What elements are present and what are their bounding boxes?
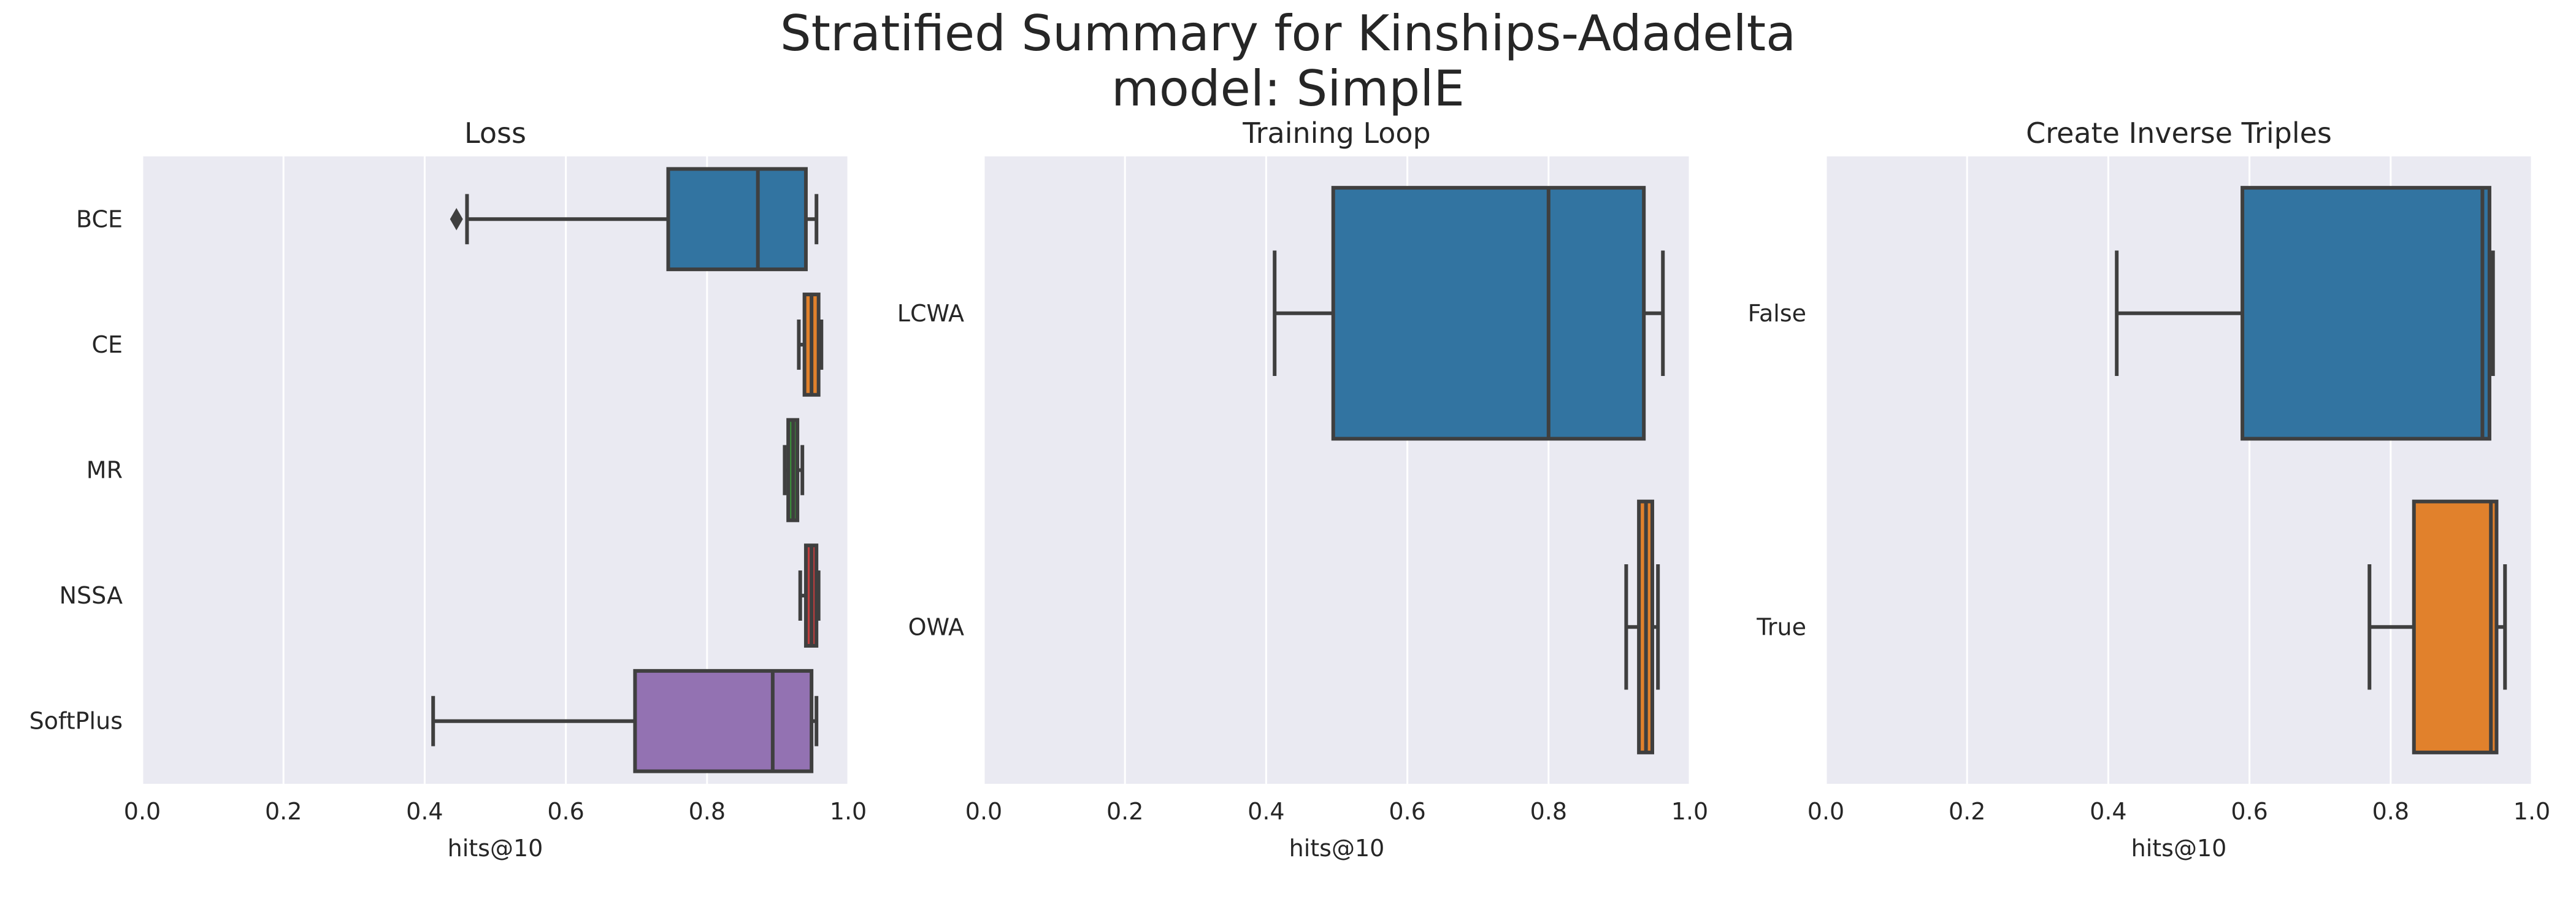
figure-title-line-1: Stratified Summary for Kinships-Adadelta [780,5,1796,62]
box-nssa: NSSA [59,543,821,648]
x-tick-label: 0.0 [1807,798,1844,825]
x-tick-label: 0.2 [265,798,302,825]
x-tick-label: 0.4 [406,798,443,825]
y-tick-label: BCE [76,205,123,232]
x-tick-label: 1.0 [1671,798,1708,825]
subplot-title: Loss [464,117,526,150]
subplot-title: Create Inverse Triples [2026,117,2332,150]
x-tick-label: 0.0 [965,798,1002,825]
x-tick-label: 0.8 [2372,798,2409,825]
figure-title-line-2: model: SimplE [1111,60,1465,117]
box-softplus: SoftPlus [29,669,819,773]
box-iqr [633,669,814,773]
x-axis-label: hits@10 [1289,835,1385,862]
y-tick-label: SoftPlus [29,708,123,735]
box-iqr [2412,499,2499,754]
subplot-panels: 0.0 0.2 0.4 0.6 0.8 1.0 Loss hits@10 BCE CE MR NSSA… [29,117,2551,862]
box-true: True [1756,499,2507,754]
subplot-title: Training Loop [1242,117,1430,150]
box-iqr [666,167,808,272]
x-tick-label: 0.6 [547,798,584,825]
x-tick-label: 0.6 [1389,798,1425,825]
y-tick-label: CE [91,331,123,358]
y-tick-label: False [1748,300,1806,327]
x-axis-label: hits@10 [2131,835,2227,862]
x-tick-label: 0.4 [1248,798,1284,825]
outlier-marker [450,208,463,231]
x-tick-label: 0.8 [689,798,726,825]
box-false: False [1748,186,2495,441]
y-tick-label: LCWA [897,300,964,327]
x-tick-label: 0.6 [2231,798,2267,825]
box-mr: MR [86,418,805,523]
x-axis-label: hits@10 [448,835,543,862]
box-ce: CE [91,293,824,397]
y-tick-label: MR [86,457,123,484]
x-tick-label: 0.8 [1530,798,1567,825]
subplot-3: 0.0 0.2 0.4 0.6 0.8 1.0 Create Inverse Triples… [1748,117,2551,862]
x-tick-label: 1.0 [2513,798,2550,825]
box-iqr [2241,186,2491,441]
x-tick-label: 1.0 [830,798,867,825]
subplot-2: 0.0 0.2 0.4 0.6 0.8 1.0 Training Loop hits@10 LC… [897,117,1708,862]
x-tick-label: 0.0 [124,798,161,825]
box-lcwa: LCWA [897,186,1665,441]
x-tick-label: 0.4 [2090,798,2126,825]
subplot-1: 0.0 0.2 0.4 0.6 0.8 1.0 Loss hits@10 BCE CE MR NSSA… [29,117,867,862]
y-tick-label: NSSA [59,582,123,609]
x-tick-label: 0.2 [1949,798,1985,825]
y-tick-label: OWA [908,613,964,640]
box-owa: OWA [908,499,1660,754]
y-tick-label: True [1756,613,1806,640]
box-bce: BCE [76,167,819,272]
box-iqr [1331,186,1646,441]
x-tick-label: 0.2 [1106,798,1143,825]
